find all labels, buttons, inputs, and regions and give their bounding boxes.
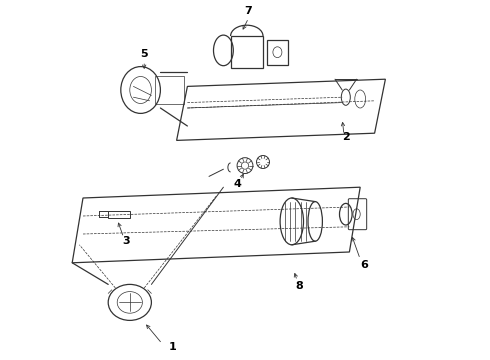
Bar [108, 211, 130, 218]
Text: 3: 3 [122, 236, 130, 246]
Text: 5: 5 [141, 49, 148, 59]
Text: 7: 7 [245, 6, 252, 16]
Text: 6: 6 [360, 260, 368, 270]
Text: 8: 8 [295, 281, 303, 291]
Bar [155, 76, 184, 104]
Text: 4: 4 [234, 179, 242, 189]
Text: 1: 1 [169, 342, 177, 352]
Text: 2: 2 [342, 132, 350, 142]
